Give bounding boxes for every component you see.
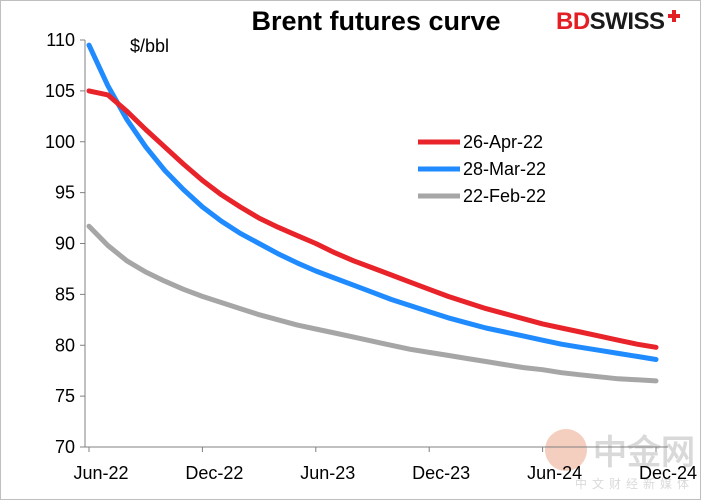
swiss-cross-icon: [667, 10, 680, 22]
y-tick-label: 75: [55, 386, 75, 406]
x-tick-label: Jun-23: [300, 463, 355, 483]
series-line-26-Apr-22: [86, 88, 659, 350]
axes: [80, 39, 668, 452]
x-tick-label: Dec-23: [412, 463, 470, 483]
unit-label: $/bbl: [130, 36, 169, 56]
y-tick-label: 85: [55, 284, 75, 304]
bdswiss-logo: BD SWISS: [556, 8, 680, 36]
y-tick-label: 100: [45, 132, 75, 152]
legend-label: 26-Apr-22: [463, 132, 543, 152]
x-tick-label: Dec-24: [639, 463, 697, 483]
y-tick-label: 110: [46, 30, 75, 50]
legend: 26-Apr-22 28-Mar-22 22-Feb-22: [418, 132, 546, 206]
x-tick-label: Dec-22: [185, 463, 243, 483]
y-tick-label: 90: [55, 234, 75, 254]
y-tick-label: 80: [55, 335, 75, 355]
series-line-22-Feb-22: [86, 223, 659, 384]
logo-text-swiss: SWISS: [589, 8, 665, 35]
x-tick-label: Jun-24: [527, 463, 582, 483]
series-line-28-Mar-22: [86, 42, 659, 362]
chart-title: Brent futures curve: [251, 6, 501, 36]
legend-label: 28-Mar-22: [463, 159, 546, 179]
y-tick-label: 105: [45, 81, 75, 101]
legend-label: 22-Feb-22: [463, 186, 546, 206]
logo-text-bd: BD: [556, 8, 590, 35]
y-tick-label: 95: [55, 183, 75, 203]
x-tick-label: Jun-22: [73, 463, 128, 483]
y-tick-label: 70: [55, 437, 75, 457]
tick-labels: 70 75 80 85 90 95 100 105 110 Jun-22 Dec-22 Jun-23 D…: [45, 30, 697, 483]
series-lines: [86, 42, 659, 384]
